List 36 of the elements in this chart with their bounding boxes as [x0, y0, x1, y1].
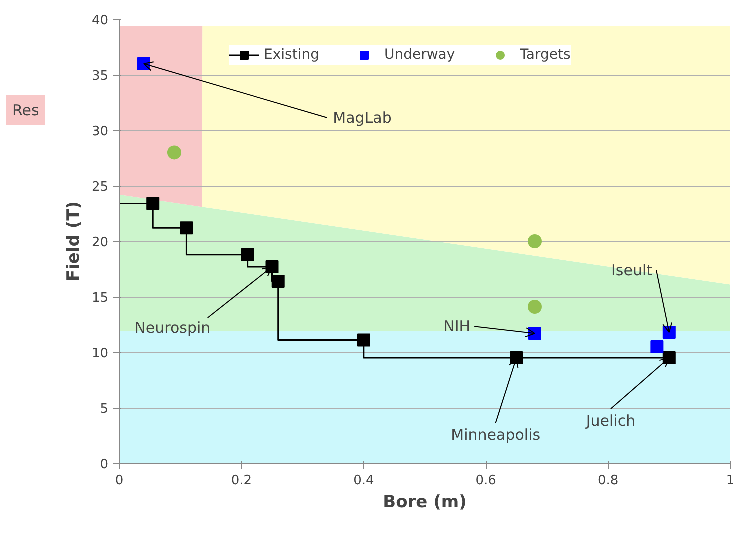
y-tick-label: 35: [92, 69, 109, 84]
annotation: Juelich: [585, 412, 636, 430]
annotation: Minneapolis: [451, 426, 541, 444]
point: [167, 146, 182, 160]
y-tick-label: 0: [100, 458, 109, 472]
annotation: Iseult: [612, 262, 653, 280]
y-tick-label: 25: [92, 180, 109, 195]
annotation: Neurospin: [134, 319, 211, 338]
y-tick-label: 15: [92, 291, 109, 306]
point: [180, 222, 194, 235]
point: [528, 234, 542, 248]
annotation: MagLab: [333, 108, 392, 127]
x-tick-label: 0.8: [598, 474, 619, 488]
x-tick-label: 1: [726, 474, 735, 488]
point: [357, 334, 370, 347]
y-tick-label: 10: [92, 346, 109, 362]
annotation: NIH: [444, 318, 471, 336]
y-tick-label: 30: [92, 124, 109, 140]
legend-label: Existing: [264, 47, 320, 63]
text: Res: [12, 102, 40, 120]
y-tick-label: 5: [100, 402, 109, 417]
x-tick-label: 0.2: [231, 474, 252, 488]
point: [650, 340, 664, 354]
y-tick-label: 20: [92, 236, 109, 250]
x-tick-label: 0.6: [476, 474, 496, 488]
x-tick-label: 0.4: [354, 474, 374, 488]
y-tick-label: 40: [92, 14, 109, 28]
y-axis-title: Field (T): [64, 201, 84, 282]
x-tick-label: 0: [115, 474, 124, 488]
point: [272, 274, 285, 288]
legend-label: Targets: [520, 47, 571, 63]
point: [528, 300, 542, 314]
point: [146, 197, 160, 210]
point: [241, 248, 254, 262]
x-axis-title: Bore (m): [383, 492, 467, 512]
legend-label: Underway: [384, 47, 456, 63]
